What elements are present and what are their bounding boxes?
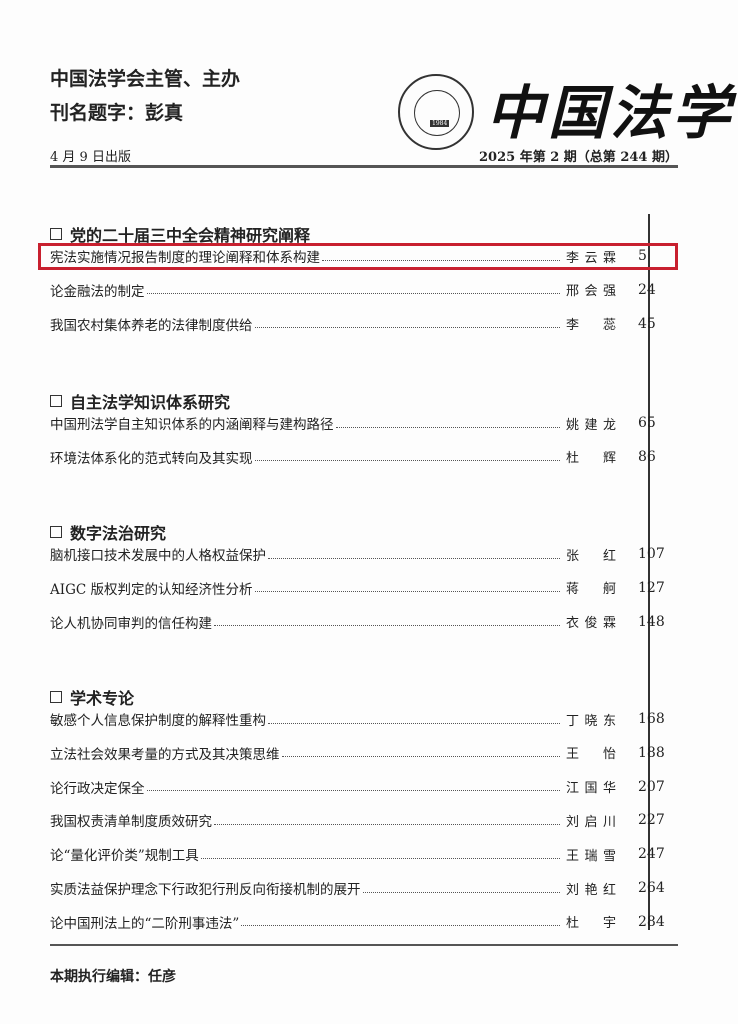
- article-author: 张红: [566, 548, 616, 564]
- page-number: 5: [638, 248, 647, 264]
- leader-dots: [146, 780, 560, 792]
- leader-dots: [268, 713, 560, 724]
- leader-dots: [281, 746, 560, 758]
- page-number: 148: [638, 613, 665, 630]
- section-title: 学术专论: [70, 689, 135, 708]
- leader-dots: [214, 814, 560, 825]
- article-author: 姚建龙: [566, 417, 616, 433]
- article-author: 李蕊: [566, 318, 616, 334]
- executive-editor: 本期执行编辑：任彦: [50, 969, 176, 985]
- publisher: 中国法学会主管、主办: [50, 68, 241, 90]
- article-author: 蒋舸: [566, 582, 616, 598]
- toc-entry[interactable]: 我国农村集体养老的法律制度供给 李蕊 45: [50, 314, 678, 334]
- article-title[interactable]: 论金融法的制定: [50, 283, 145, 300]
- section-title: 自主法学知识体系研究: [70, 393, 231, 412]
- pub-date: 4 月 9 日出版: [50, 150, 131, 165]
- journal-seal-logo: 1984: [398, 74, 474, 150]
- article-title[interactable]: 立法社会效果考量的方式及其决策思维: [50, 746, 280, 763]
- leader-dots: [254, 317, 560, 329]
- article-title[interactable]: 敏感个人信息保护制度的解释性重构: [50, 713, 266, 729]
- article-author: 丁晓东: [566, 713, 616, 729]
- toc-entry[interactable]: AIGC 版权判定的认知经济性分析 蒋舸 127: [50, 578, 678, 598]
- bottom-divider: [50, 944, 678, 946]
- article-author: 江国华: [566, 781, 616, 797]
- leader-dots: [322, 250, 560, 261]
- article-title[interactable]: 实质法益保护理念下行政犯行刑反向衔接机制的展开: [50, 882, 361, 898]
- leader-dots: [254, 581, 560, 593]
- article-title[interactable]: 论中国刑法上的“二阶刑事违法”: [50, 915, 240, 932]
- section-heading: 自主法学知识体系研究: [50, 389, 230, 413]
- page-number: 168: [638, 711, 665, 727]
- article-title[interactable]: 论行政决定保全: [50, 780, 145, 797]
- toc-entry[interactable]: 中国刑法学自主知识体系的内涵阐释与建构路径 姚建龙 65: [50, 413, 678, 433]
- checkbox-square-icon: [50, 228, 62, 240]
- toc-entry[interactable]: 论行政决定保全 江国华 207: [50, 777, 678, 797]
- article-author: 李云霖: [566, 250, 616, 266]
- page-number: 127: [638, 579, 665, 596]
- article-title[interactable]: 脑机接口技术发展中的人格权益保护: [50, 548, 266, 564]
- section-title: 数字法治研究: [70, 524, 167, 543]
- leader-dots: [241, 915, 560, 927]
- journal-title-logo: 中国法学: [486, 79, 735, 147]
- toc-entry[interactable]: 论“量化评价类”规制工具 王瑞雪 247: [50, 844, 678, 864]
- article-author: 衣俊霖: [566, 616, 616, 632]
- article-title[interactable]: 我国权责清单制度质效研究: [50, 814, 212, 831]
- page-number: 65: [638, 415, 656, 431]
- toc-entry[interactable]: 论中国刑法上的“二阶刑事违法” 杜宇 284: [50, 912, 678, 932]
- leader-dots: [335, 417, 560, 428]
- page-number: 264: [638, 880, 665, 896]
- toc-entry[interactable]: 立法社会效果考量的方式及其决策思维 王怡 188: [50, 743, 678, 763]
- page-number: 227: [638, 812, 665, 829]
- article-author: 杜辉: [566, 451, 616, 467]
- page-number: 284: [638, 913, 665, 930]
- toc-entry[interactable]: 宪法实施情况报告制度的理论阐释和体系构建 李云霖 5: [50, 246, 678, 266]
- section-heading: 数字法治研究: [50, 520, 166, 544]
- article-author: 刘艳红: [566, 882, 616, 898]
- page-number: 45: [638, 315, 656, 332]
- article-title[interactable]: 论“量化评价类”规制工具: [50, 848, 199, 865]
- article-author: 邢会强: [566, 284, 616, 300]
- top-divider: [50, 165, 678, 168]
- highlight-box: [38, 243, 678, 270]
- article-title[interactable]: 中国刑法学自主知识体系的内涵阐释与建构路径: [50, 417, 334, 433]
- checkbox-square-icon: [50, 395, 62, 407]
- page-column-divider: [648, 214, 650, 930]
- toc-entry[interactable]: 我国权责清单制度质效研究 刘启川 227: [50, 810, 678, 830]
- toc-entry[interactable]: 实质法益保护理念下行政犯行刑反向衔接机制的展开 刘艳红 264: [50, 878, 678, 898]
- article-title[interactable]: AIGC 版权判定的认知经济性分析: [50, 581, 253, 598]
- article-author: 王怡: [566, 747, 616, 763]
- toc-entry[interactable]: 敏感个人信息保护制度的解释性重构 丁晓东 168: [50, 709, 678, 729]
- leader-dots: [200, 848, 560, 859]
- page-number: 24: [638, 281, 656, 298]
- leader-dots: [146, 283, 560, 295]
- issue-number: 2025 年第 2 期（总第 244 期）: [479, 150, 678, 165]
- section-heading: 学术专论: [50, 685, 134, 709]
- page-number: 86: [638, 448, 656, 465]
- checkbox-square-icon: [50, 691, 62, 703]
- section-title: 党的二十届三中全会精神研究阐释: [70, 226, 311, 245]
- article-author: 刘启川: [566, 814, 616, 830]
- leader-dots: [362, 882, 560, 893]
- article-title[interactable]: 论人机协同审判的信任构建: [50, 615, 212, 632]
- toc-entry[interactable]: 脑机接口技术发展中的人格权益保护 张红 107: [50, 544, 678, 564]
- toc-entry[interactable]: 论金融法的制定 邢会强 24: [50, 280, 678, 300]
- page-number: 188: [638, 744, 665, 761]
- article-title[interactable]: 宪法实施情况报告制度的理论阐释和体系构建: [50, 250, 320, 266]
- toc-entry[interactable]: 环境法体系化的范式转向及其实现 杜辉 86: [50, 447, 678, 467]
- page-number: 247: [638, 846, 665, 863]
- page-number: 107: [638, 546, 665, 562]
- toc-entry[interactable]: 论人机协同审判的信任构建 衣俊霖 148: [50, 612, 678, 632]
- article-title[interactable]: 我国农村集体养老的法律制度供给: [50, 317, 253, 334]
- section-heading: 党的二十届三中全会精神研究阐释: [50, 222, 310, 246]
- leader-dots: [254, 450, 560, 462]
- article-author: 杜宇: [566, 916, 616, 932]
- article-title[interactable]: 环境法体系化的范式转向及其实现: [50, 450, 253, 467]
- article-author: 王瑞雪: [566, 848, 616, 864]
- checkbox-square-icon: [50, 526, 62, 538]
- leader-dots: [268, 548, 560, 559]
- page-number: 207: [638, 778, 665, 795]
- leader-dots: [214, 615, 560, 627]
- inscription: 刊名题字：彭真: [50, 102, 184, 124]
